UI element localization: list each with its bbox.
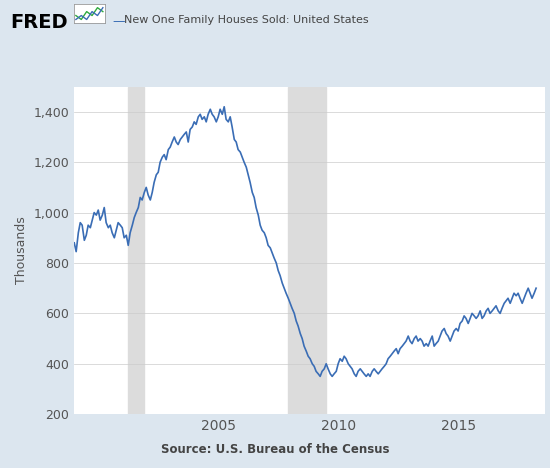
- Text: Source: U.S. Bureau of the Census: Source: U.S. Bureau of the Census: [161, 443, 389, 456]
- Bar: [288, 87, 326, 414]
- Text: —: —: [113, 15, 125, 28]
- Text: New One Family Houses Sold: United States: New One Family Houses Sold: United State…: [124, 15, 368, 25]
- Bar: [128, 87, 144, 414]
- Text: FRED: FRED: [10, 13, 68, 32]
- Y-axis label: Thousands: Thousands: [15, 217, 28, 284]
